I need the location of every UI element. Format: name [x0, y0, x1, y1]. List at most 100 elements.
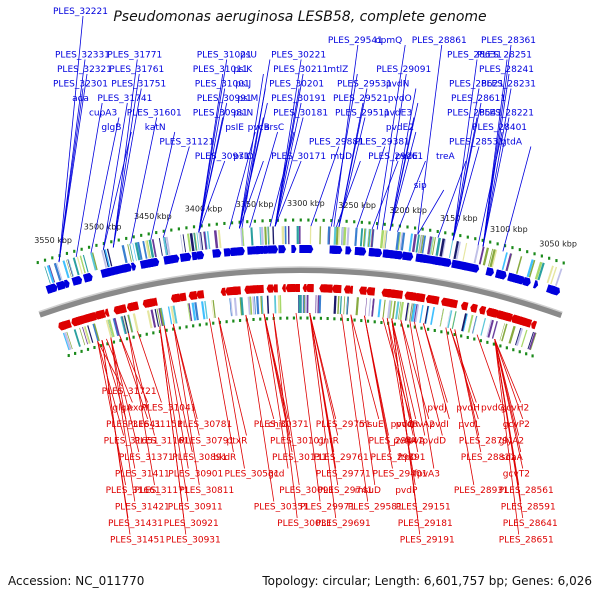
reverse-feature-block [146, 310, 153, 329]
accession-label: Accession: NC_011770 [8, 574, 145, 588]
tick-dot-outer [518, 248, 521, 252]
reverse-gene-label: PLES_29441 [368, 437, 423, 447]
forward-gene-label: mtlD [330, 152, 352, 162]
tick-dot-inner [212, 321, 215, 325]
forward-label-leader [381, 73, 407, 231]
forward-gene-arrow [223, 248, 232, 257]
forward-label-leader [389, 88, 417, 231]
reverse-feature-block [156, 308, 161, 327]
forward-label-leader [274, 59, 302, 227]
reverse-gene-arrow [325, 284, 333, 293]
forward-gene-label: PLES_29381 [355, 138, 410, 148]
tick-dot-inner [292, 316, 296, 320]
reverse-feature-block [201, 301, 206, 320]
forward-feature-block [338, 226, 341, 245]
reverse-gene-label: PLES_29761 [314, 453, 369, 463]
tick-dot-inner [346, 318, 349, 322]
scale-label: 3500 kbp [84, 222, 122, 231]
reverse-feature-block [387, 300, 392, 319]
reverse-feature-block [364, 297, 367, 316]
reverse-gene-label: PLES_31451 [110, 536, 165, 546]
reverse-label-leader [245, 314, 275, 502]
forward-gene-label: PLES_31741 [97, 94, 152, 104]
reverse-gene-arrow [130, 301, 138, 311]
forward-gene-label: treA [436, 152, 456, 162]
reverse-feature-block [79, 327, 86, 346]
reverse-gene-arrow [409, 292, 416, 301]
forward-gene-label: PLES_29881 [309, 138, 364, 148]
reverse-label-leader [245, 314, 275, 420]
forward-gene-label: PLES_28221 [479, 109, 534, 119]
reverse-gene-label: pvdD [422, 437, 446, 447]
tick-dot-outer [215, 222, 218, 226]
forward-feature-block [53, 262, 62, 281]
forward-gene-arrow [278, 245, 286, 254]
forward-gene-label: PLES_28241 [479, 65, 534, 75]
tick-dot-inner [313, 316, 316, 320]
reverse-gene-label: pvdQ [391, 420, 415, 430]
forward-label-leader [239, 160, 264, 229]
reverse-feature-block [520, 329, 528, 348]
tick-dot-outer [155, 231, 158, 235]
reverse-gene-arrow [497, 310, 504, 320]
reverse-feature-block [414, 304, 420, 323]
tick-dot-outer [540, 254, 543, 258]
forward-feature-block [296, 226, 299, 245]
forward-feature-block [267, 226, 270, 245]
reverse-gene-arrow [236, 286, 242, 295]
forward-gene-arrow [130, 262, 137, 271]
tick-dot-outer [526, 250, 529, 254]
reverse-feature-block [499, 323, 505, 341]
forward-gene-label: mtlZ [327, 65, 348, 75]
reverse-feature-block [515, 328, 524, 346]
forward-gene-arrow [87, 272, 93, 282]
forward-label-leader [389, 117, 415, 231]
reverse-feature-block [277, 295, 281, 314]
tick-dot-outer [238, 220, 241, 224]
forward-feature-block [550, 266, 558, 285]
forward-feature-block [515, 256, 523, 274]
tick-dot-inner [512, 348, 515, 352]
forward-label-leader [482, 88, 512, 247]
forward-feature-block [132, 243, 137, 261]
forward-feature-block [528, 259, 536, 278]
reverse-label-leader [101, 340, 131, 535]
forward-gene-label: PLES_29541 [328, 36, 383, 46]
reverse-label-leader [494, 339, 524, 519]
reverse-gene-label: PLES_31161 [135, 437, 190, 447]
forward-label-leader [249, 131, 278, 228]
reverse-gene-label: PLES_30781 [177, 420, 232, 430]
reverse-label-leader [110, 337, 136, 502]
reverse-feature-block [66, 331, 73, 350]
reverse-feature-block [411, 303, 417, 322]
forward-feature-block [299, 226, 301, 245]
reverse-feature-block [230, 298, 233, 317]
reverse-gene-label: PLES_28561 [499, 486, 554, 496]
forward-gene-label: PLES_32331 [55, 51, 110, 61]
reverse-feature-block [191, 302, 197, 321]
forward-gene-label: cupA3 [89, 109, 117, 119]
reverse-gene-label: sdaA [501, 453, 524, 463]
reverse-gene-label: PLES_31431 [108, 519, 163, 529]
forward-label-leader [338, 102, 364, 227]
reverse-label-leader [159, 326, 187, 535]
tick-dot-inner [460, 334, 463, 338]
forward-gene-arrow [247, 246, 254, 255]
tick-dot-inner [80, 349, 83, 353]
tick-dot-inner [238, 318, 242, 322]
forward-gene-arrow [141, 260, 148, 269]
forward-label-leader [112, 59, 138, 248]
reverse-feature-block [62, 332, 70, 351]
forward-gene-label: PLES_29511 [335, 109, 390, 119]
reverse-gene-label: PLES_28811 [461, 453, 516, 463]
reverse-feature-block [371, 298, 375, 317]
tick-dot-outer [376, 222, 379, 226]
reverse-label-leader [272, 313, 298, 519]
reverse-label-leader [386, 318, 414, 436]
reverse-gene-label: PLES_31371 [119, 453, 174, 463]
reverse-gene-label: PLES_28651 [499, 536, 554, 546]
reverse-label-leader [110, 337, 140, 453]
forward-gene-label: PLES_31001 [195, 80, 250, 90]
